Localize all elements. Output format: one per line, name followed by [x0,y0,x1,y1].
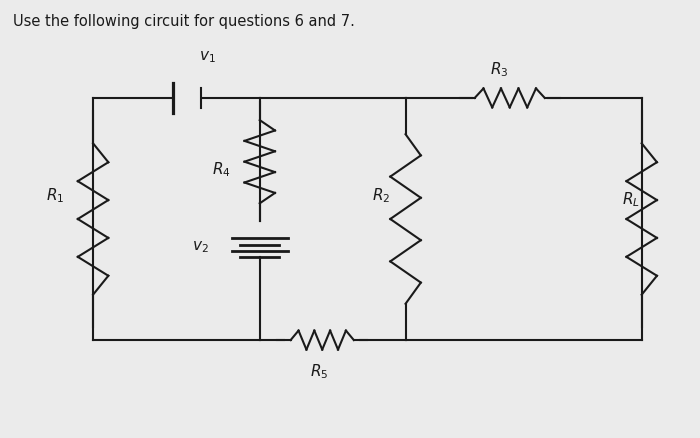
Text: Use the following circuit for questions 6 and 7.: Use the following circuit for questions … [13,14,355,28]
Text: $v_2$: $v_2$ [193,239,209,255]
Text: $R_1$: $R_1$ [46,186,64,205]
Text: $R_3$: $R_3$ [490,60,508,79]
Text: $R_2$: $R_2$ [372,186,391,205]
Text: $v_1$: $v_1$ [199,49,216,65]
Text: $R_5$: $R_5$ [309,362,328,381]
Text: $R_4$: $R_4$ [212,160,231,179]
Text: $R_L$: $R_L$ [622,190,640,209]
